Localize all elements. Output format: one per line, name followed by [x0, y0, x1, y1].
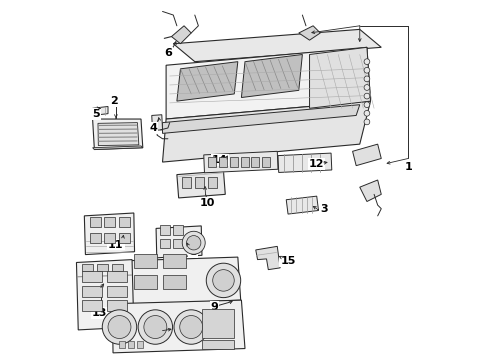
Bar — [112, 264, 122, 271]
Polygon shape — [156, 226, 202, 258]
Bar — [160, 225, 170, 234]
Polygon shape — [286, 196, 318, 214]
Circle shape — [206, 263, 241, 298]
Bar — [82, 286, 101, 297]
Bar — [90, 217, 101, 226]
Bar — [251, 157, 259, 167]
Bar — [128, 341, 134, 348]
Bar — [104, 217, 115, 226]
Text: 13: 13 — [92, 308, 107, 318]
Text: 10: 10 — [199, 198, 215, 208]
Text: 15: 15 — [280, 256, 296, 266]
Bar — [134, 253, 157, 268]
Circle shape — [364, 59, 370, 64]
Polygon shape — [177, 171, 225, 198]
Text: 7: 7 — [144, 327, 152, 337]
Circle shape — [213, 270, 234, 291]
Bar — [195, 177, 204, 188]
Polygon shape — [173, 30, 381, 62]
Bar — [104, 233, 115, 243]
Circle shape — [102, 310, 137, 344]
Bar — [241, 157, 248, 167]
Circle shape — [187, 235, 201, 250]
Polygon shape — [278, 153, 332, 172]
Bar — [163, 253, 186, 268]
Polygon shape — [166, 47, 370, 119]
Text: 14: 14 — [212, 155, 228, 165]
Polygon shape — [84, 213, 135, 255]
Bar — [202, 339, 234, 348]
Bar — [107, 286, 126, 297]
Bar — [107, 271, 126, 282]
Text: 5: 5 — [92, 109, 100, 119]
Text: 12: 12 — [309, 159, 324, 169]
Polygon shape — [310, 47, 370, 108]
Bar — [262, 157, 270, 167]
Bar — [208, 177, 217, 188]
Bar — [82, 271, 101, 282]
Bar — [219, 157, 227, 167]
Bar — [107, 300, 126, 311]
Bar — [160, 239, 170, 248]
Bar — [82, 264, 93, 271]
Circle shape — [174, 310, 208, 344]
Text: 2: 2 — [110, 96, 118, 106]
Circle shape — [364, 67, 370, 73]
Bar — [202, 309, 234, 338]
Polygon shape — [93, 146, 143, 149]
Bar — [173, 239, 183, 248]
Bar — [119, 341, 125, 348]
Polygon shape — [256, 246, 280, 270]
Bar — [230, 157, 238, 167]
Polygon shape — [98, 123, 139, 145]
Circle shape — [138, 310, 172, 344]
Polygon shape — [204, 151, 278, 173]
Circle shape — [364, 93, 370, 99]
Polygon shape — [360, 180, 381, 202]
Bar — [163, 275, 186, 289]
Text: 9: 9 — [211, 302, 219, 312]
Circle shape — [364, 76, 370, 82]
Polygon shape — [112, 300, 245, 353]
Polygon shape — [93, 107, 108, 116]
Bar — [182, 177, 191, 188]
Polygon shape — [152, 115, 163, 131]
Text: 3: 3 — [320, 204, 328, 214]
Bar — [97, 264, 108, 271]
Bar — [173, 225, 183, 234]
Polygon shape — [163, 101, 370, 162]
Circle shape — [180, 316, 203, 338]
Circle shape — [182, 231, 205, 254]
Bar — [90, 233, 101, 243]
Polygon shape — [128, 257, 241, 305]
Polygon shape — [242, 54, 302, 98]
Polygon shape — [76, 260, 134, 330]
Circle shape — [364, 102, 370, 108]
Text: 4: 4 — [149, 123, 157, 133]
Polygon shape — [353, 144, 381, 166]
Circle shape — [108, 316, 131, 338]
Text: 6: 6 — [164, 48, 172, 58]
Bar — [119, 217, 129, 226]
Text: 8: 8 — [189, 247, 197, 257]
Text: 1: 1 — [404, 162, 412, 172]
Bar — [137, 341, 143, 348]
Circle shape — [364, 111, 370, 116]
Polygon shape — [299, 26, 320, 40]
Bar — [119, 233, 129, 243]
Bar — [134, 275, 157, 289]
Polygon shape — [177, 62, 238, 101]
Text: 11: 11 — [108, 239, 123, 249]
Circle shape — [144, 316, 167, 338]
Polygon shape — [172, 26, 191, 44]
Polygon shape — [93, 119, 143, 149]
Circle shape — [364, 119, 370, 125]
Bar — [82, 300, 101, 311]
Polygon shape — [163, 105, 360, 134]
Bar — [208, 157, 216, 167]
Circle shape — [364, 85, 370, 90]
